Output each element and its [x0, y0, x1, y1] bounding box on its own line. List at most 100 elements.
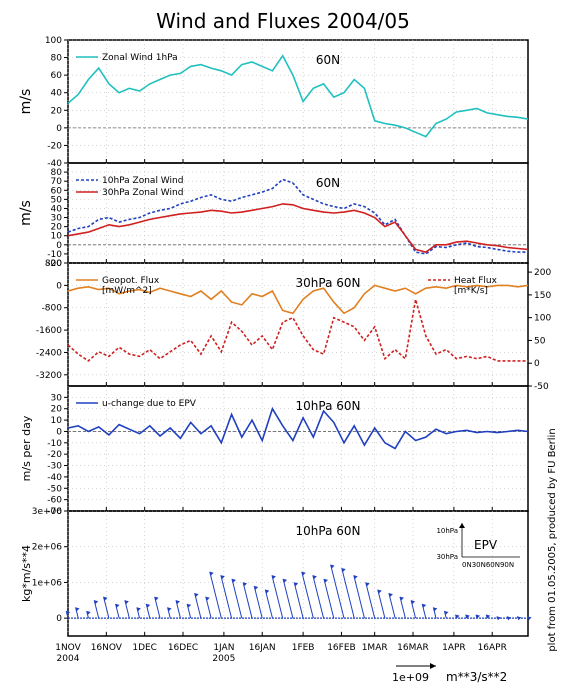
- x-tick-label: 1MAR: [362, 643, 388, 653]
- vector-arrowhead: [154, 596, 159, 601]
- y-tick-label: -20: [47, 141, 62, 151]
- y-tick-label: -30: [47, 462, 62, 472]
- legend-label: Geopot. Flux: [102, 276, 160, 286]
- vector-arrow: [353, 575, 365, 619]
- vector-arrowhead: [94, 600, 99, 605]
- credit-text: plot from 01.05.2005, produced by FU Ber…: [547, 428, 558, 651]
- y-tick-label: -40: [47, 159, 62, 169]
- y-tick-label: 40: [51, 204, 63, 214]
- vector-arrowhead: [66, 611, 71, 615]
- vector-arrowhead: [527, 616, 532, 621]
- vector-arrowhead: [301, 571, 306, 576]
- vector-arrowhead: [465, 614, 470, 619]
- vector-arrowhead: [411, 600, 416, 605]
- legend-label: u-change due to EPV: [102, 399, 197, 409]
- x-tick-label: 16NOV: [91, 643, 123, 653]
- y2-tick-label: 0: [534, 359, 540, 369]
- y-tick-label: 80: [51, 168, 63, 178]
- vector-arrowhead: [353, 575, 358, 580]
- vector-arrow: [253, 585, 263, 619]
- vector-arrowhead: [187, 603, 192, 608]
- y-tick-label: -20: [47, 450, 62, 460]
- legend-label: [m*K/s]: [454, 286, 488, 296]
- panel-annotation: 10hPa 60N: [296, 524, 361, 538]
- x-tick-label: 16APR: [478, 643, 507, 653]
- vector-arrowhead: [323, 578, 328, 583]
- vector-arrowhead: [103, 596, 108, 601]
- y-tick-label: 60: [51, 186, 63, 196]
- y2-tick-label: 200: [534, 268, 551, 278]
- x-tick-label: 1NOV: [55, 643, 81, 653]
- legend-label: 10hPa Zonal Wind: [102, 176, 183, 186]
- y-tick-label: 100: [45, 36, 62, 46]
- series-line: [67, 406, 529, 450]
- vector-arrowhead: [377, 589, 382, 594]
- y-tick-label: 30: [51, 214, 63, 224]
- vector-arrow: [271, 575, 284, 619]
- x-tick-label: 1APR: [442, 643, 466, 653]
- y-axis-label: m/s: [18, 200, 34, 226]
- y-tick-label: 20: [51, 223, 63, 233]
- vector-arrowhead: [399, 596, 404, 601]
- panel-annotation: 10hPa 60N: [296, 399, 361, 413]
- legend-label: [mW/m^2]: [102, 286, 152, 296]
- y-tick-label: -1600: [36, 326, 62, 336]
- legend-label: 30hPa Zonal Wind: [102, 188, 183, 198]
- y-tick-label: -10: [47, 439, 62, 449]
- vector-arrow: [282, 578, 294, 619]
- y-tick-label: -3200: [36, 371, 62, 381]
- vector-arrow: [377, 589, 386, 619]
- vector-arrowhead: [265, 589, 270, 594]
- y-tick-label: -40: [47, 473, 62, 483]
- legend-label: Zonal Wind 1hPa: [102, 53, 178, 63]
- y-tick-label: 0: [56, 281, 62, 291]
- vector-arrowhead: [167, 607, 172, 612]
- y-tick-label: -800: [42, 304, 63, 314]
- panel-frame: [67, 510, 529, 637]
- y-tick-label: 2e+06: [32, 543, 63, 553]
- vector-arrowhead: [209, 571, 214, 576]
- vector-arrow: [341, 568, 355, 619]
- x-tick-label: 16FEB: [327, 643, 356, 653]
- panel-annotation: 60N: [316, 53, 340, 67]
- vector-arrowhead: [365, 582, 370, 587]
- vector-arrow: [242, 582, 253, 619]
- vector-arrowhead: [115, 603, 120, 608]
- y-tick-label: 70: [51, 177, 63, 187]
- x-tick-label: 2005: [212, 654, 235, 664]
- y-tick-label: 40: [51, 89, 63, 99]
- vector-arrowhead: [422, 603, 427, 608]
- y-tick-label: 20: [51, 405, 63, 415]
- vector-arrowhead: [341, 568, 346, 573]
- panel-annotation: 60N: [316, 176, 340, 190]
- vector-arrowhead: [254, 586, 259, 590]
- vector-arrowhead: [294, 582, 299, 587]
- vector-arrowhead: [271, 575, 276, 580]
- y-tick-label: 0: [56, 124, 62, 134]
- y2-tick-label: 150: [534, 291, 551, 301]
- vector-arrow: [264, 589, 273, 619]
- vector-arrow: [301, 571, 314, 619]
- y-axis-label: kg*m/s**4: [20, 545, 33, 602]
- vector-arrow: [293, 582, 304, 619]
- y-tick-label: 10: [51, 416, 63, 426]
- vector-arrow: [115, 603, 120, 619]
- panel-annotation: 30hPa 60N: [296, 276, 361, 290]
- y-axis-label: m/s per day: [20, 415, 33, 481]
- vector-arrowhead: [194, 593, 199, 598]
- y-tick-label: 50: [51, 195, 63, 205]
- y-axis-label: m/s: [18, 89, 34, 115]
- vector-arrowhead: [388, 593, 393, 598]
- y2-tick-label: 50: [534, 336, 546, 346]
- y-tick-label: -10: [47, 250, 62, 260]
- vector-arrow: [220, 575, 233, 619]
- legend-label: Heat Flux: [454, 276, 498, 286]
- vector-arrowhead: [205, 596, 210, 601]
- x-tick-label: 1JAN: [213, 643, 234, 653]
- vector-arrow: [388, 593, 396, 619]
- y-tick-label: 60: [51, 71, 63, 81]
- y-tick-label: 3e+06: [32, 507, 63, 517]
- vector-arrowhead: [75, 607, 80, 612]
- vector-arrowhead: [175, 600, 180, 605]
- y-tick-label: -60: [47, 496, 62, 506]
